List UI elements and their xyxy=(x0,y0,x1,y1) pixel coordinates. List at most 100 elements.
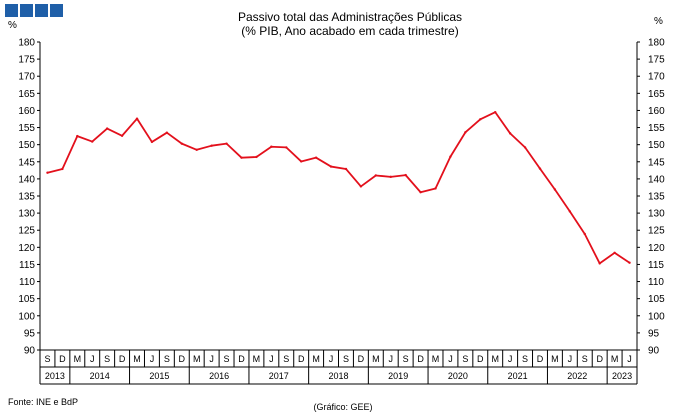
data-point xyxy=(165,131,169,134)
quarter-tick-label: D xyxy=(59,354,66,364)
quarter-tick-label: M xyxy=(551,354,559,364)
quarter-tick-label: M xyxy=(74,354,82,364)
y-tick-label-left: 165 xyxy=(18,89,35,100)
data-point xyxy=(508,132,512,135)
data-point xyxy=(434,187,437,190)
data-point xyxy=(91,140,94,143)
data-point xyxy=(494,110,497,114)
y-tick-label-right: 105 xyxy=(648,294,665,305)
year-tick-label: 2013 xyxy=(45,371,65,381)
gee-logo xyxy=(5,4,63,17)
data-point xyxy=(76,134,79,138)
data-point xyxy=(120,134,124,137)
y-tick-label-left: 155 xyxy=(18,123,35,134)
y-tick-label-left: 180 xyxy=(18,38,35,49)
quarter-tick-label: M xyxy=(432,354,440,364)
y-tick-label-right: 95 xyxy=(648,328,660,339)
data-point xyxy=(61,167,64,171)
data-point xyxy=(46,171,49,174)
quarter-tick-label: M xyxy=(611,354,619,364)
y-tick-label-right: 175 xyxy=(648,55,665,66)
quarter-tick-label: D xyxy=(477,354,484,364)
quarter-tick-label: S xyxy=(522,354,528,364)
data-point xyxy=(598,262,601,265)
y-tick-label-left: 170 xyxy=(18,72,35,83)
data-point xyxy=(449,155,452,158)
year-tick-label: 2017 xyxy=(269,371,289,381)
quarter-tick-label: M xyxy=(193,354,201,364)
quarter-tick-label: J xyxy=(627,354,632,364)
data-point xyxy=(180,142,183,145)
data-point xyxy=(583,232,586,236)
y-tick-label-right: 145 xyxy=(648,157,665,168)
quarter-tick-label: S xyxy=(224,354,230,364)
data-point xyxy=(374,174,378,177)
quarter-tick-label: J xyxy=(448,354,453,364)
y-tick-label-right: 135 xyxy=(648,192,665,203)
quarter-tick-label: M xyxy=(491,354,499,364)
y-tick-label-left: 175 xyxy=(18,55,35,66)
chart-subtitle: (% PIB, Ano acabado em cada trimestre) xyxy=(241,24,458,38)
quarter-tick-label: S xyxy=(104,354,110,364)
y-tick-label-right: 140 xyxy=(648,174,665,185)
y-tick-label-left: 105 xyxy=(18,294,35,305)
y-tick-label-left: 95 xyxy=(24,328,36,339)
data-point xyxy=(389,175,392,179)
y-tick-label-left: 110 xyxy=(19,277,35,288)
quarter-tick-label: J xyxy=(269,354,274,364)
quarter-tick-label: S xyxy=(44,354,50,364)
data-point xyxy=(538,167,542,170)
y-tick-label-right: 155 xyxy=(648,123,665,134)
data-point xyxy=(613,251,616,255)
quarter-tick-label: J xyxy=(329,354,334,364)
logo-square xyxy=(5,4,18,17)
chart-title: Passivo total das Administrações Pública… xyxy=(238,10,462,24)
y-tick-label-left: 140 xyxy=(18,174,35,185)
quarter-tick-label: D xyxy=(238,354,245,364)
graph-credit: (Gráfico: GEE) xyxy=(313,402,372,412)
y-tick-label-left: 160 xyxy=(18,106,35,117)
quarter-tick-label: S xyxy=(462,354,468,364)
quarter-tick-label: S xyxy=(164,354,170,364)
y-tick-label-left: 125 xyxy=(18,226,35,237)
y-tick-label-left: 115 xyxy=(19,260,35,271)
data-point xyxy=(299,160,303,163)
data-point xyxy=(105,127,109,130)
quarter-tick-label: M xyxy=(133,354,141,364)
data-point xyxy=(344,167,348,171)
data-point xyxy=(419,191,422,194)
quarter-tick-label: D xyxy=(298,354,305,364)
y-tick-label-left: 100 xyxy=(18,311,35,322)
year-tick-label: 2016 xyxy=(209,371,229,381)
data-point xyxy=(479,118,482,121)
data-point xyxy=(464,131,467,134)
data-point xyxy=(210,144,213,147)
quarter-tick-label: D xyxy=(537,354,544,364)
year-tick-label: 2019 xyxy=(388,371,408,381)
year-tick-label: 2021 xyxy=(508,371,528,381)
quarter-tick-label: M xyxy=(253,354,261,364)
logo-square xyxy=(35,4,48,17)
quarter-tick-label: J xyxy=(568,354,573,364)
y-axis-unit-right: % xyxy=(654,16,663,27)
quarter-tick-label: M xyxy=(312,354,320,364)
data-point xyxy=(523,146,527,149)
y-tick-label-left: 145 xyxy=(18,157,35,168)
y-tick-label-right: 130 xyxy=(648,209,665,220)
data-point xyxy=(195,148,198,151)
y-axis-unit-left: % xyxy=(8,20,17,31)
data-point xyxy=(404,173,407,177)
year-tick-label: 2015 xyxy=(149,371,169,381)
data-point xyxy=(359,185,363,188)
y-tick-label-right: 125 xyxy=(648,226,665,237)
y-tick-label-left: 120 xyxy=(18,243,35,254)
y-tick-label-right: 90 xyxy=(648,346,660,357)
quarter-tick-label: J xyxy=(209,354,214,364)
quarter-tick-label: J xyxy=(508,354,513,364)
quarter-tick-label: S xyxy=(343,354,349,364)
quarter-tick-label: D xyxy=(358,354,365,364)
data-point xyxy=(314,156,318,159)
year-tick-label: 2020 xyxy=(448,371,468,381)
y-tick-label-right: 160 xyxy=(648,106,665,117)
